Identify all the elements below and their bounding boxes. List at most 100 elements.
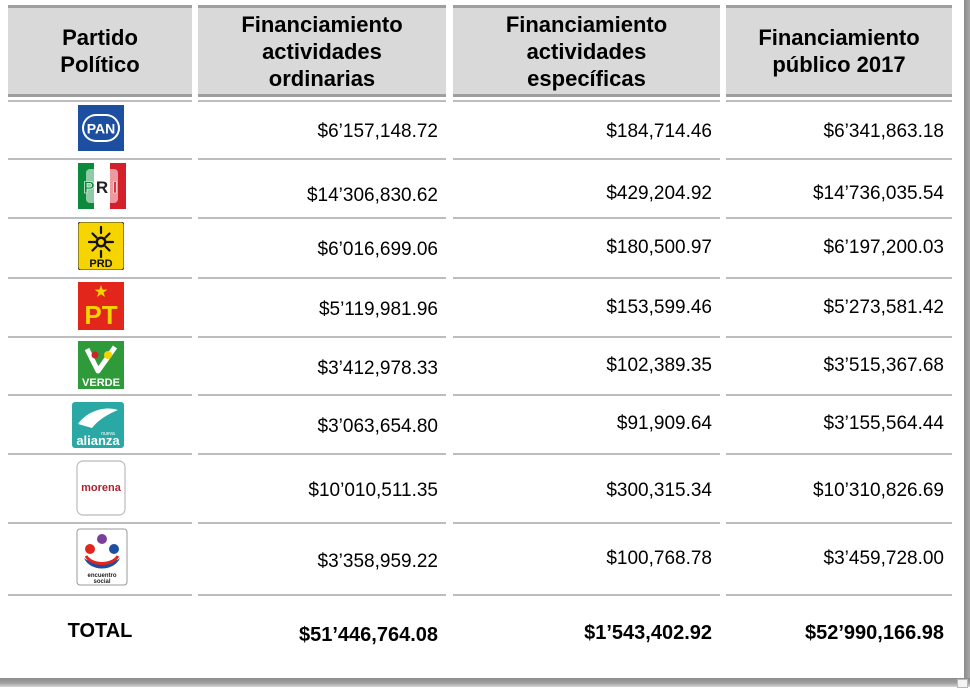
pri-logo-letter-r: R <box>96 178 108 197</box>
party-cell: PRD <box>8 217 192 275</box>
public-amount: $3’155,564.44 <box>823 413 944 434</box>
header-public: Financiamiento público 2017 <box>726 5 952 97</box>
specific-amount: $91,909.64 <box>616 413 712 434</box>
total-ordinary-cell: $51’446,764.08 <box>198 594 446 666</box>
nueva-alianza-logo-text: alianza <box>76 433 120 448</box>
header-specific-line1: Financiamiento <box>505 11 668 37</box>
morena-logo-text: morena <box>81 482 122 494</box>
ordinary-amount: $3’358,959.22 <box>317 551 438 572</box>
party-cell: PT <box>8 277 192 335</box>
specific-cell: $102,389.35 <box>453 336 720 394</box>
total-specific-cell: $1’543,402.92 <box>453 594 720 666</box>
public-cell: $3’155,564.44 <box>726 394 952 452</box>
ordinary-cell: $6’157,148.72 <box>198 100 446 156</box>
pt-logo-text: PT <box>84 300 117 330</box>
prd-logo-icon: PRD <box>78 222 124 270</box>
ordinary-amount: $5’119,981.96 <box>318 299 438 320</box>
pri-logo-letter-i: I <box>113 178 118 197</box>
pan-logo-icon: PAN <box>78 105 124 151</box>
encuentro-logo-text-line1: encuentro <box>87 573 116 579</box>
ordinary-amount: $3’412,978.33 <box>317 358 438 379</box>
public-cell: $5’273,581.42 <box>726 277 952 335</box>
public-cell: $6’197,200.03 <box>726 217 952 275</box>
ordinary-cell: $3’358,959.22 <box>198 522 446 592</box>
morena-logo-icon: morena <box>76 460 126 516</box>
specific-amount: $102,389.35 <box>606 355 712 376</box>
public-cell: $3’459,728.00 <box>726 522 952 592</box>
party-cell: PAN <box>8 100 192 156</box>
ordinary-amount: $14’306,830.62 <box>306 185 438 206</box>
frame-right-edge <box>960 0 970 680</box>
specific-cell: $100,768.78 <box>453 522 720 592</box>
total-ordinary-amount: $51’446,764.08 <box>298 624 438 646</box>
header-specific: Financiamiento actividades específicas <box>453 5 720 97</box>
public-amount: $10’310,826.69 <box>812 480 944 501</box>
specific-cell: $429,204.92 <box>453 158 720 216</box>
specific-cell: $184,714.46 <box>453 100 720 156</box>
public-amount: $5’273,581.42 <box>823 297 944 318</box>
total-label-cell: TOTAL <box>8 594 192 666</box>
specific-amount: $184,714.46 <box>606 121 712 142</box>
ordinary-amount: $3’063,654.80 <box>317 416 438 437</box>
ordinary-cell: $6’016,699.06 <box>198 217 446 275</box>
total-specific-amount: $1’543,402.92 <box>584 622 712 644</box>
pt-logo-icon: PT <box>78 282 124 330</box>
encuentro-social-logo-icon: encuentro social <box>76 528 128 586</box>
ordinary-amount: $10’010,511.35 <box>308 480 438 501</box>
public-cell: $3’515,367.68 <box>726 336 952 394</box>
nueva-alianza-small-text: nueva <box>101 431 115 437</box>
total-public-cell: $52’990,166.98 <box>726 594 952 666</box>
specific-amount: $100,768.78 <box>606 548 712 569</box>
frame-bottom-edge <box>0 678 970 687</box>
header-ordinary-line2: actividades <box>262 38 382 64</box>
header-party-line1: Partido <box>62 25 138 50</box>
ordinary-cell: $14’306,830.62 <box>198 158 446 216</box>
encuentro-logo-text-line2: social <box>93 579 110 585</box>
public-amount: $6’341,863.18 <box>823 121 944 142</box>
public-amount: $3’459,728.00 <box>823 548 944 569</box>
public-cell: $10’310,826.69 <box>726 453 952 521</box>
header-party: Partido Político <box>8 5 192 97</box>
header-public-line2: público 2017 <box>772 52 906 77</box>
public-cell: $14’736,035.54 <box>726 158 952 216</box>
verde-logo-text: VERDE <box>82 377 120 389</box>
header-public-line1: Financiamiento <box>758 25 920 50</box>
party-cell: encuentro social <box>8 522 192 592</box>
header-specific-line3: específicas <box>527 65 646 91</box>
ordinary-cell: $5’119,981.96 <box>198 277 446 335</box>
pri-logo-letter-p: P <box>83 178 94 197</box>
verde-logo-icon: VERDE <box>78 341 124 389</box>
specific-amount: $429,204.92 <box>606 183 712 204</box>
ordinary-cell: $10’010,511.35 <box>198 453 446 521</box>
ordinary-amount: $6’016,699.06 <box>317 239 438 260</box>
specific-cell: $153,599.46 <box>453 277 720 335</box>
specific-cell: $300,315.34 <box>453 453 720 521</box>
header-party-line2: Político <box>60 52 140 77</box>
header-ordinary-line3: ordinarias <box>268 65 376 91</box>
party-cell: morena <box>8 453 192 521</box>
prd-logo-text: PRD <box>89 258 112 270</box>
party-cell: nueva alianza <box>8 394 192 452</box>
total-label: TOTAL <box>67 620 133 642</box>
pan-logo-text: PAN <box>87 121 116 137</box>
header-ordinary-line1: Financiamiento <box>241 11 403 37</box>
ordinary-cell: $3’063,654.80 <box>198 394 446 452</box>
public-amount: $6’197,200.03 <box>823 237 944 258</box>
specific-amount: $153,599.46 <box>606 297 712 318</box>
public-amount: $3’515,367.68 <box>823 355 944 376</box>
specific-cell: $91,909.64 <box>453 394 720 452</box>
total-public-amount: $52’990,166.98 <box>804 622 944 644</box>
ordinary-amount: $6’157,148.72 <box>317 121 438 142</box>
public-cell: $6’341,863.18 <box>726 100 952 156</box>
specific-amount: $180,500.97 <box>606 237 712 258</box>
party-cell: VERDE <box>8 336 192 394</box>
header-ordinary: Financiamiento actividades ordinarias <box>198 5 446 97</box>
public-amount: $14’736,035.54 <box>812 183 944 204</box>
header-specific-line2: actividades <box>526 38 647 64</box>
specific-cell: $180,500.97 <box>453 217 720 275</box>
ordinary-cell: $3’412,978.33 <box>198 336 446 394</box>
specific-amount: $300,315.34 <box>606 480 712 501</box>
nueva-alianza-logo-icon: nueva alianza <box>72 402 124 448</box>
